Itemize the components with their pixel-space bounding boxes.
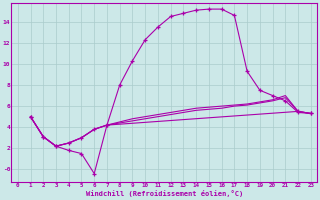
X-axis label: Windchill (Refroidissement éolien,°C): Windchill (Refroidissement éolien,°C) [86,190,243,197]
